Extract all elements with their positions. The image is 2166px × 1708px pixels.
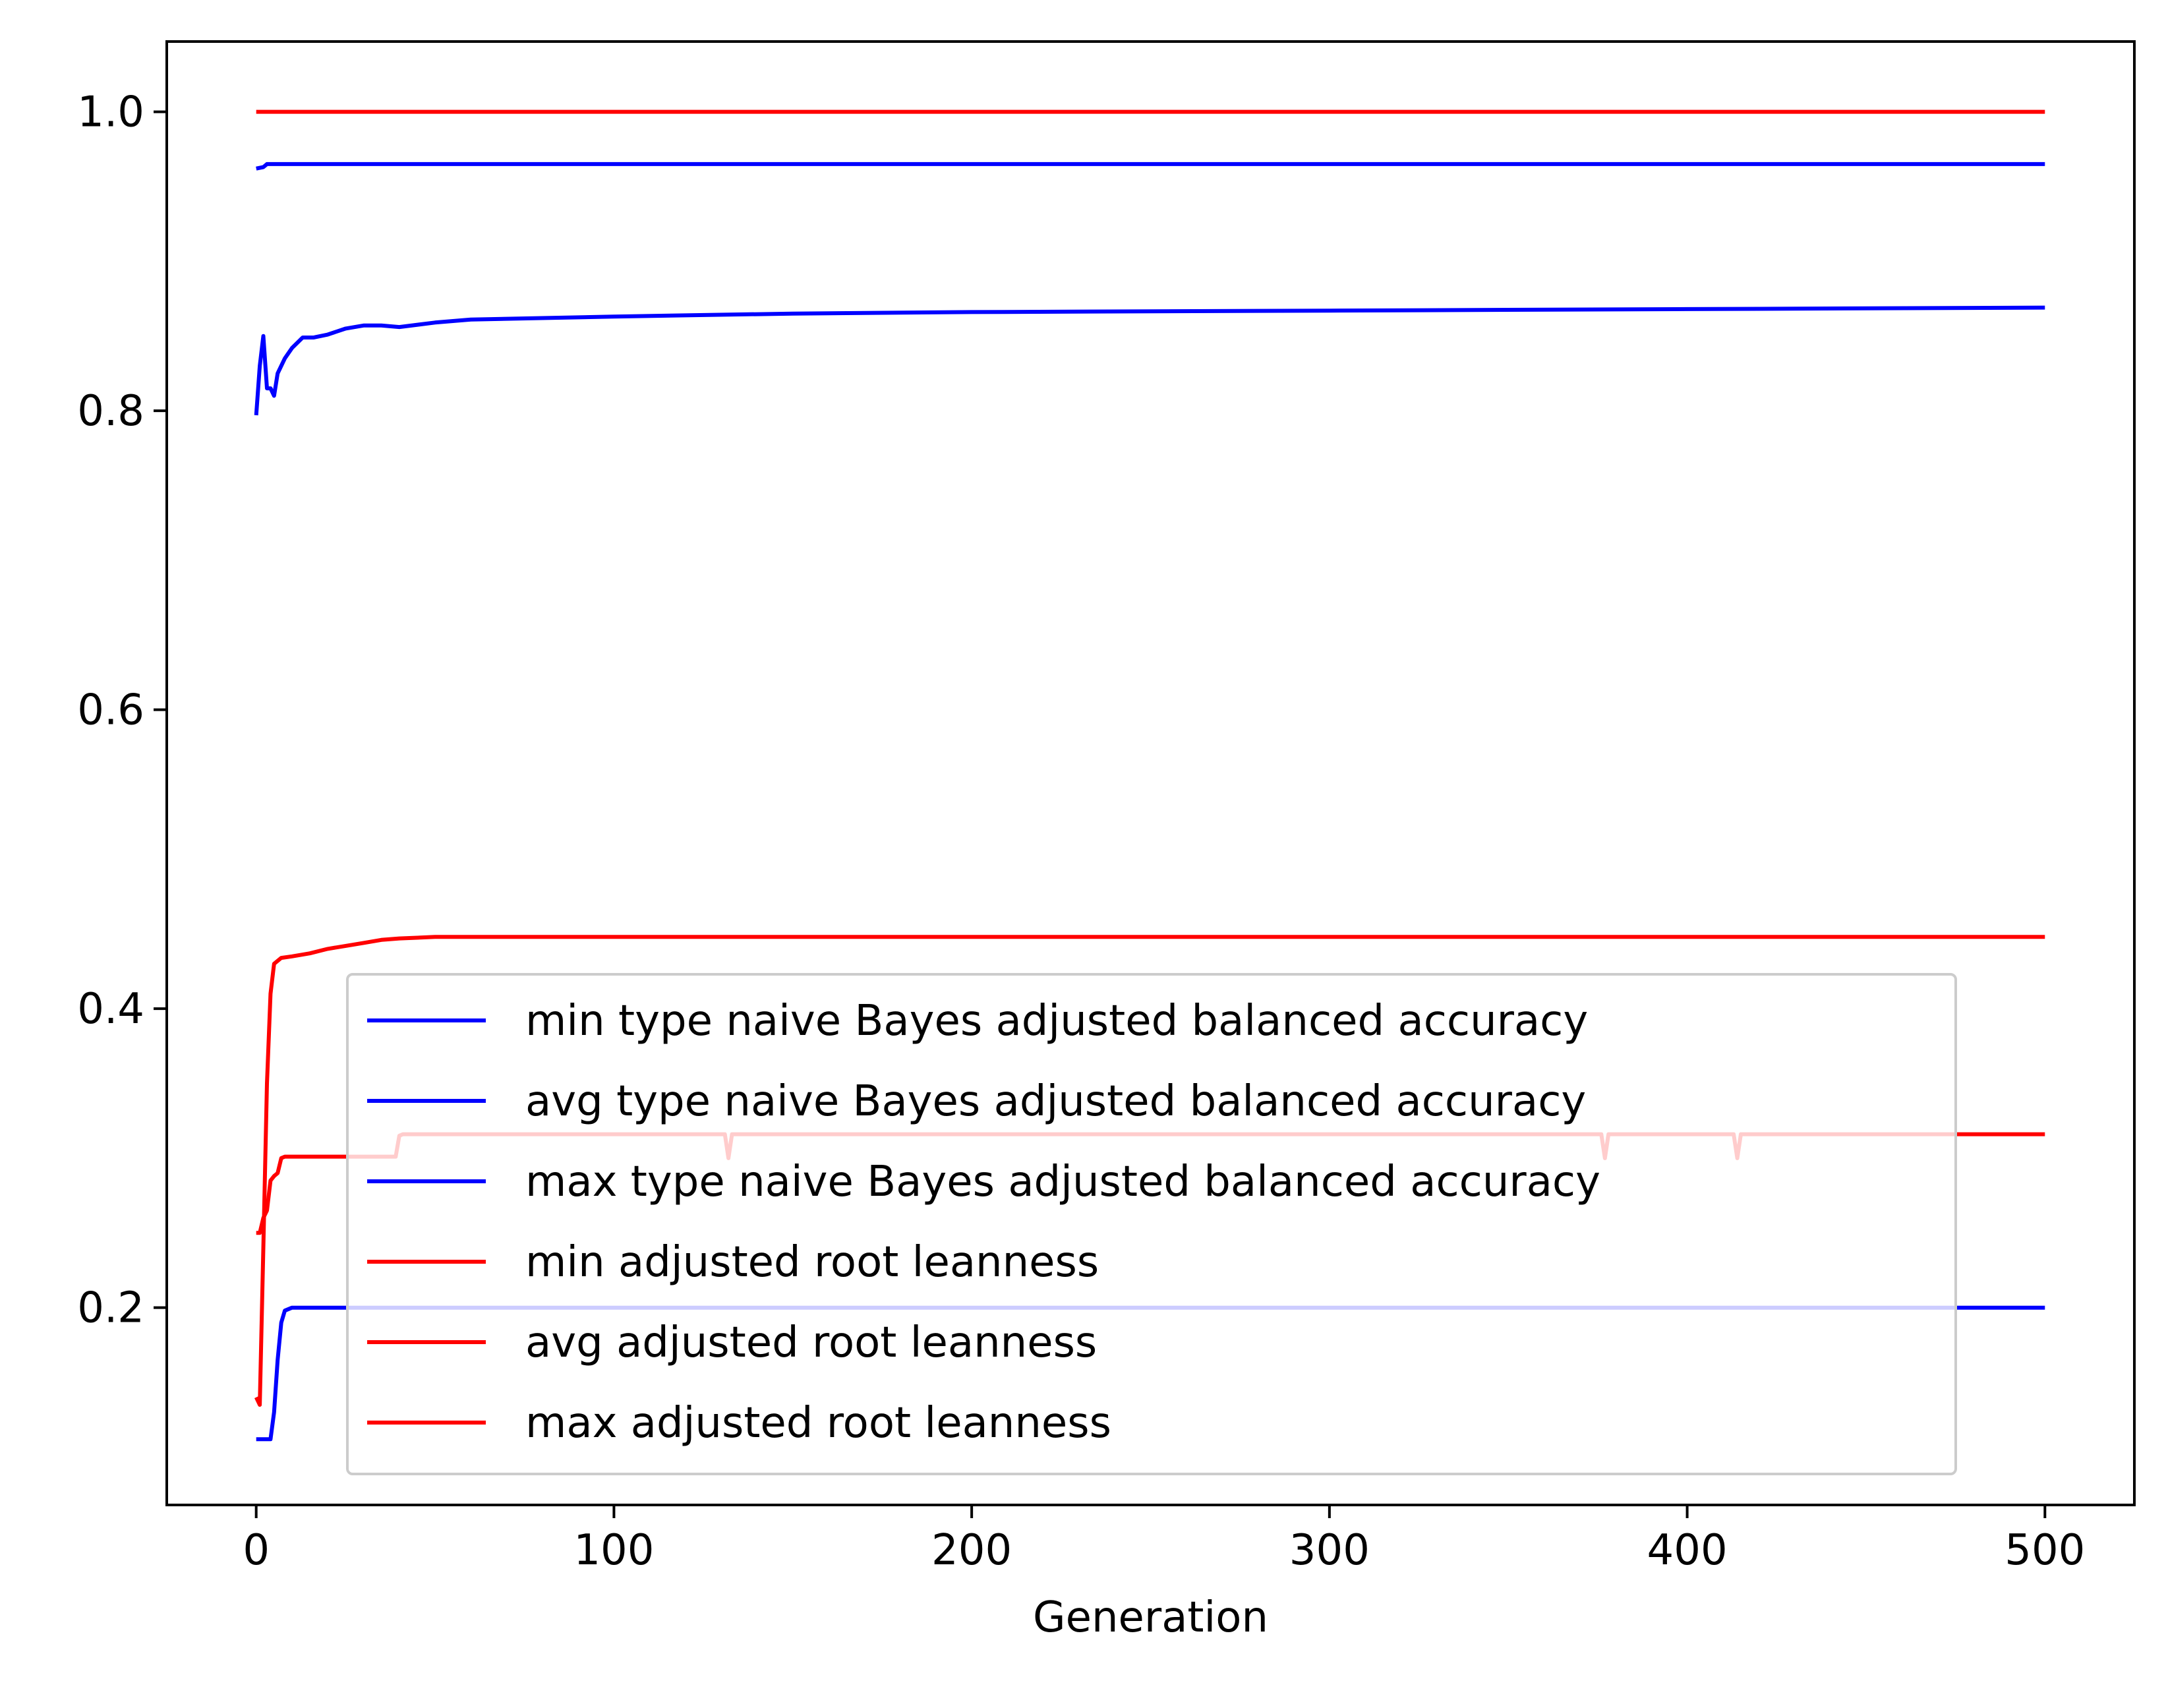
legend-label: avg type naive Bayes adjusted balanced a… (525, 1077, 1586, 1126)
y-tick-label: 0.2 (77, 1284, 144, 1333)
x-axis-label: Generation (1033, 1593, 1268, 1642)
x-axis-ticks: 0 100 200 300 400 500 (243, 1505, 2085, 1575)
legend-entries: min type naive Bayes adjusted balanced a… (367, 997, 1600, 1448)
legend-label: min adjusted root leanness (525, 1238, 1099, 1287)
y-tick-label: 1.0 (77, 88, 144, 137)
legend-label: max type naive Bayes adjusted balanced a… (525, 1158, 1600, 1206)
series-line-2 (254, 305, 2045, 416)
y-tick-label: 0.6 (77, 686, 144, 735)
x-tick-label: 200 (931, 1526, 1012, 1575)
legend: min type naive Bayes adjusted balanced a… (346, 973, 1957, 1475)
series-line-5 (254, 935, 2045, 1407)
series-line-3 (256, 162, 2045, 171)
y-tick-label: 0.8 (77, 387, 144, 436)
legend-label: min type naive Bayes adjusted balanced a… (525, 997, 1588, 1045)
x-tick-label: 500 (2005, 1526, 2085, 1575)
x-tick-label: 0 (243, 1526, 270, 1575)
y-tick-label: 0.4 (77, 985, 144, 1034)
x-tick-label: 100 (573, 1526, 654, 1575)
legend-label: max adjusted root leanness (525, 1399, 1111, 1448)
axes-frame (165, 40, 2136, 1506)
x-tick-label: 300 (1289, 1526, 1370, 1575)
series-line-1 (256, 1305, 2045, 1442)
y-axis-ticks: 0.2 0.4 0.6 0.8 1.0 (77, 88, 167, 1333)
x-tick-label: 400 (1647, 1526, 1728, 1575)
legend-label: avg adjusted root leanness (525, 1318, 1097, 1367)
legend-box (346, 973, 1957, 1475)
